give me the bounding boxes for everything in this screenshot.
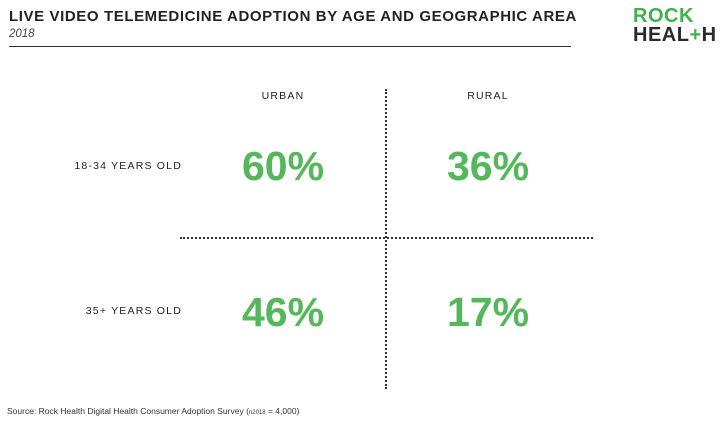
value-urban-18-34: 60% xyxy=(241,143,325,189)
logo-line-rock: ROCK xyxy=(633,5,694,27)
rock-health-logo: ROCK HEAL+H xyxy=(633,5,716,46)
chart-subtitle: 2018 xyxy=(9,28,35,40)
logo-heal-text: HEAL xyxy=(633,24,690,46)
title-divider xyxy=(9,46,571,47)
value-rural-35-plus: 17% xyxy=(446,289,530,335)
logo-h-text: H xyxy=(701,24,717,46)
row-header-35-plus: 35+ YEARS OLD xyxy=(85,305,182,317)
source-sample-n: n xyxy=(248,410,253,416)
source-sample-year: 2018 xyxy=(252,410,266,416)
logo-plus-glyph: + xyxy=(689,24,702,46)
source-note: Source: Rock Health Digital Health Consu… xyxy=(7,406,299,416)
row-header-18-34: 18-34 YEARS OLD xyxy=(74,160,182,172)
source-text: Source: Rock Health Digital Health Consu… xyxy=(7,406,249,416)
vertical-divider xyxy=(385,89,387,389)
chart-title: LIVE VIDEO TELEMEDICINE ADOPTION BY AGE … xyxy=(9,8,577,25)
value-urban-35-plus: 46% xyxy=(241,289,325,335)
logo-line-health: HEAL+H xyxy=(633,24,716,46)
horizontal-divider xyxy=(180,237,593,239)
column-header-rural: RURAL xyxy=(467,90,509,102)
source-sample-size: = 4,000) xyxy=(265,406,300,416)
column-header-urban: URBAN xyxy=(261,90,305,102)
value-rural-18-34: 36% xyxy=(446,143,530,189)
